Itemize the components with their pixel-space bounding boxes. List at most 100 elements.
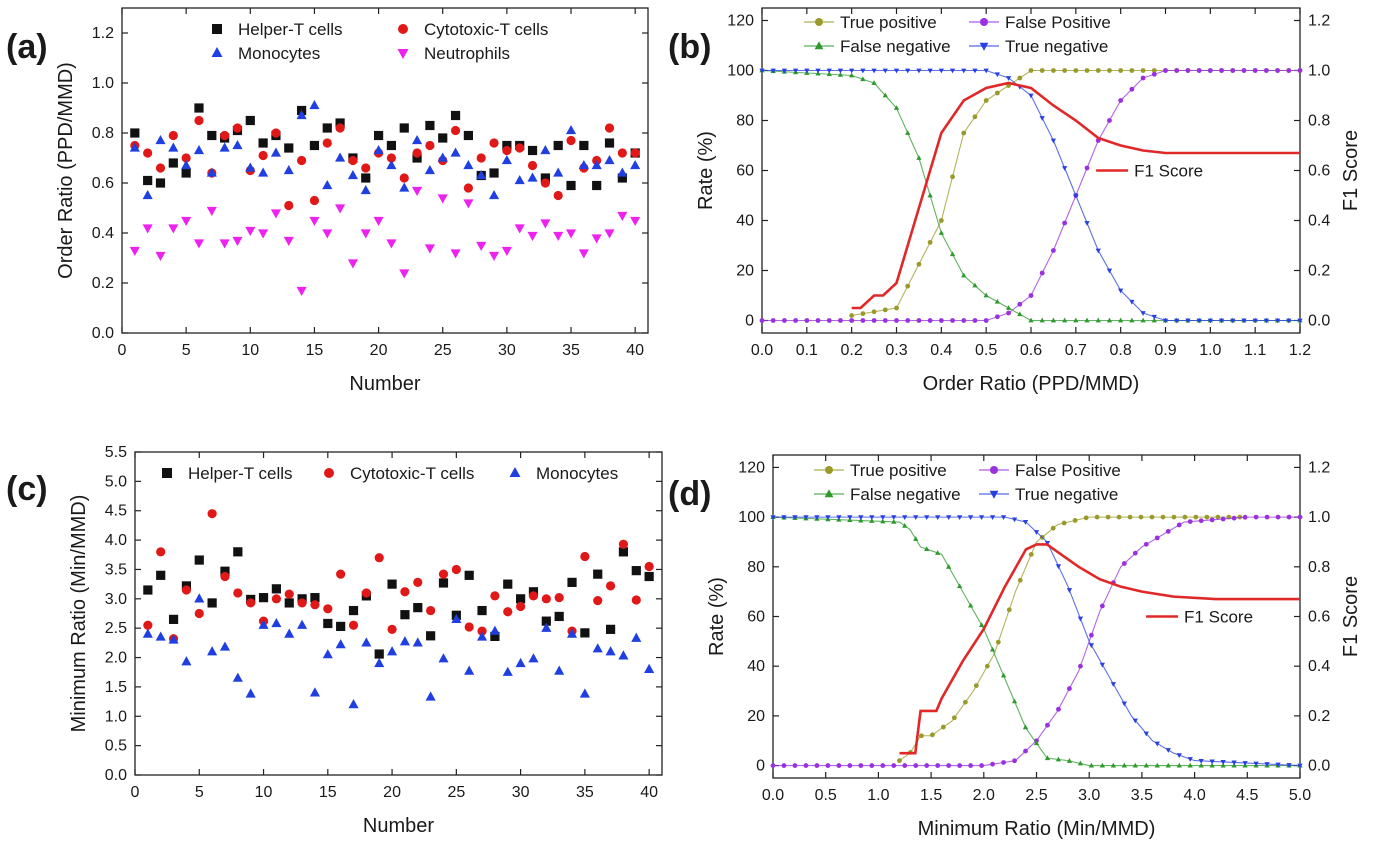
legend-swatch [324, 468, 334, 478]
data-point [1055, 564, 1062, 570]
data-point [972, 282, 978, 288]
data-point [450, 110, 461, 121]
data-point [1045, 722, 1050, 728]
y-tick-label: 1.0 [92, 75, 114, 92]
data-point [206, 167, 217, 177]
data-point [270, 147, 282, 157]
data-point [617, 167, 628, 177]
data-point [781, 515, 787, 520]
data-point [631, 566, 641, 576]
data-point [1051, 68, 1056, 73]
x-tick-label: 35 [576, 784, 594, 801]
data-point [860, 76, 866, 82]
data-point [336, 621, 346, 632]
y2-tick-label: 0.0 [1308, 758, 1330, 775]
data-point [618, 539, 629, 549]
y2-tick-label: 1.0 [1308, 63, 1330, 80]
data-point [957, 515, 963, 520]
data-point [258, 138, 268, 148]
x-tick-label: 1.2 [1289, 342, 1311, 359]
data-point [990, 761, 995, 767]
data-point [579, 688, 590, 698]
data-point [361, 588, 371, 598]
data-point [347, 169, 358, 180]
series-monocytes [142, 593, 655, 709]
x-tick-label: 4.0 [1183, 787, 1205, 804]
data-point [1286, 763, 1292, 768]
data-point [503, 607, 513, 617]
data-point [1151, 317, 1157, 323]
data-point [541, 622, 552, 632]
x-tick-label: 0 [131, 784, 140, 801]
data-point [1263, 68, 1269, 73]
data-point [1000, 515, 1007, 520]
data-point [815, 318, 821, 323]
data-point [309, 687, 321, 697]
data-point [1263, 318, 1270, 324]
data-point [869, 763, 875, 768]
data-point [1230, 68, 1236, 73]
data-point [284, 628, 295, 638]
data-point [983, 318, 989, 323]
legend-label: False Positive [1005, 13, 1111, 32]
data-point [961, 272, 967, 278]
data-point [927, 192, 933, 198]
data-point [951, 715, 957, 721]
data-point [1118, 98, 1124, 103]
data-point [1066, 588, 1073, 593]
data-point [386, 159, 397, 170]
y2-tick-label: 1.0 [1308, 509, 1330, 526]
data-point [815, 68, 821, 74]
data-point [1151, 68, 1157, 73]
y-tick-label: 0.0 [92, 325, 114, 342]
y-tick-label: 1.2 [92, 25, 114, 42]
data-point [927, 318, 933, 323]
data-point [1017, 577, 1023, 583]
data-point [793, 318, 799, 323]
data-point [759, 318, 765, 323]
data-point [578, 249, 589, 259]
data-point [938, 68, 944, 74]
series-true-positive [897, 514, 1248, 764]
data-point [1176, 762, 1182, 768]
data-point [882, 318, 888, 323]
data-point [1176, 753, 1182, 759]
data-point [897, 758, 902, 764]
data-point [994, 298, 1001, 304]
data-point [1084, 68, 1090, 73]
data-point [1066, 758, 1073, 763]
data-point [168, 224, 179, 234]
legend-label: True negative [1015, 485, 1118, 504]
data-point [871, 80, 877, 85]
data-point [553, 190, 563, 201]
y-tick-label: 0.6 [92, 175, 114, 192]
panel-b: (b) 0.0 0.1 0.2 0.3 0.4 0.5 0.6 0.7 0.8 0.9 1.0 1.1 1… [668, 7, 1362, 395]
data-point [335, 639, 346, 649]
data-point [1241, 318, 1247, 324]
data-point [1187, 762, 1193, 768]
data-point [181, 168, 191, 178]
data-point [168, 634, 179, 644]
data-point [489, 138, 499, 148]
data-point [361, 173, 371, 183]
data-point [1039, 317, 1045, 323]
data-point [1218, 318, 1225, 324]
data-point [220, 566, 230, 576]
data-point [553, 140, 563, 151]
data-point [1231, 515, 1237, 521]
data-point [949, 68, 956, 74]
data-point [618, 547, 629, 557]
data-point [386, 239, 397, 249]
data-point [1062, 220, 1068, 226]
data-point [515, 143, 525, 153]
data-point [1230, 318, 1236, 324]
legend-label: True positive [850, 461, 947, 480]
data-point [836, 515, 842, 520]
x-tick-label: 20 [370, 342, 388, 359]
data-point [1110, 682, 1116, 687]
data-point [924, 515, 930, 520]
data-point [792, 763, 798, 768]
y2-tick-label: 0.8 [1308, 113, 1330, 130]
data-point [1107, 68, 1112, 73]
data-point [1297, 763, 1303, 769]
